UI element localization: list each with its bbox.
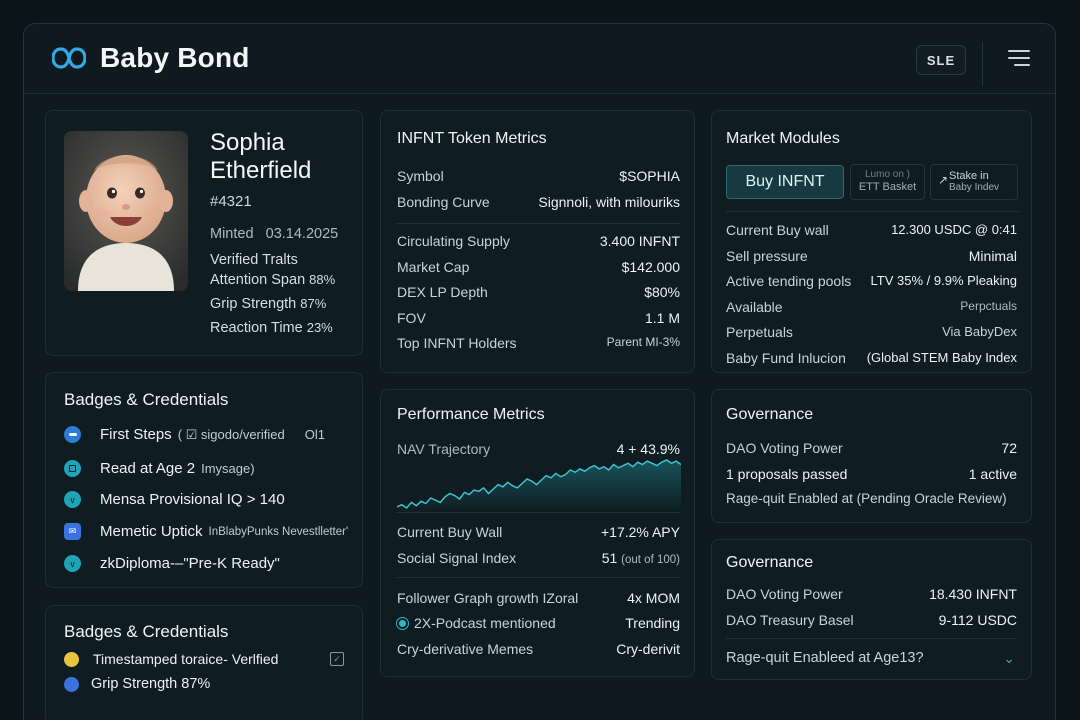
infinity-logo-icon: [52, 47, 86, 69]
badges-title: Badges & Credentials: [64, 390, 229, 409]
badge-read-age[interactable]: Read at Age 2 Imysage): [64, 460, 255, 477]
perf-social-signal: Social Signal Index 51 (out of 100): [397, 550, 680, 566]
market-title: Market Modules: [726, 130, 840, 147]
profile-name: Sophia Etherfield: [210, 129, 360, 185]
minted-label: Minted: [210, 226, 254, 242]
verified-traits-label: Verified Tralts: [210, 252, 298, 268]
badges2-title: Badges & Credentials: [64, 622, 229, 641]
hand-icon: [64, 676, 79, 692]
minted-date: 03.14.2025: [265, 226, 339, 242]
stake-baby-index-button[interactable]: ↗ Stake in Baby Indev: [930, 164, 1018, 200]
market-available: Available Perpctuals: [726, 299, 1017, 315]
market-sell-pressure: Sell pressure Minimal: [726, 248, 1017, 264]
badge-zkdiploma[interactable]: v zkDiploma-–"Pre-K Ready": [64, 555, 280, 572]
badges-card: Badges & Credentials First Steps ( ☑ sig…: [45, 372, 363, 588]
metric-bonding-curve: Bonding Curve Signnoli, with milouriks: [397, 194, 680, 210]
trait-reaction: Reaction Time 23%: [210, 320, 333, 336]
gov2-voting-power: DAO Voting Power 18.430 INFNT: [726, 586, 1017, 602]
etf-basket-button[interactable]: Lumo on ) ETT Basket: [850, 164, 925, 200]
menu-icon[interactable]: [1007, 48, 1031, 70]
badge-grip-strength[interactable]: Grip Strength 87%: [64, 676, 210, 692]
buy-infnt-button[interactable]: Buy INFNT: [726, 165, 844, 199]
minted-line: Minted 03.14.2025: [210, 226, 338, 242]
token-metrics-title: INFNT Token Metrics: [397, 130, 547, 147]
token-id: #4321: [210, 193, 252, 210]
badge-first-steps[interactable]: First Steps ( ☑ sigodo/verified Ol1: [64, 426, 325, 443]
header-divider: [982, 42, 983, 86]
divider: [726, 211, 1019, 212]
badge-memetic[interactable]: ✉ Memetic Uptick InBlabyPunks Nevestllet…: [64, 523, 348, 540]
nav-area: [397, 460, 681, 512]
diploma-icon: v: [64, 555, 81, 572]
governance-card: Governance DAO Voting Power 72 1 proposa…: [711, 389, 1032, 523]
divider: [397, 577, 680, 578]
trait-attention: Attention Span 88%: [210, 272, 336, 288]
book-icon: [64, 460, 81, 477]
baby-photo: [64, 131, 188, 291]
divider: [397, 223, 680, 224]
trait-grip: Grip Strength 87%: [210, 296, 327, 312]
governance2-title: Governance: [726, 554, 814, 571]
market-lending-pools: Active tending pools LTV 35% / 9.9% Plea…: [726, 273, 1017, 289]
verified-checkbox[interactable]: ✓: [330, 652, 344, 666]
performance-card: Performance Metrics NAV Trajectory 4 + 4…: [380, 389, 695, 677]
app-header: Baby Bond SLE: [24, 24, 1055, 94]
market-perpetuals: Perpetuals Via BabyDex: [726, 324, 1017, 340]
divider: [726, 638, 1017, 639]
market-modules-card: Market Modules Buy INFNT Lumo on ) ETT B…: [711, 110, 1032, 373]
mail-icon: ✉: [64, 523, 81, 540]
metric-circulating: Circulating Supply 3.400 INFNT: [397, 233, 680, 249]
gov-proposals: 1 proposals passed 1 active: [726, 466, 1017, 482]
market-buy-wall: Current Buy wall 12.300 USDC @ 0:41: [726, 222, 1017, 238]
bell-icon: [64, 651, 79, 667]
governance-card-2: Governance DAO Voting Power 18.430 INFNT…: [711, 539, 1032, 680]
gov-voting-power: DAO Voting Power 72: [726, 440, 1017, 456]
performance-title: Performance Metrics: [397, 406, 545, 423]
token-metrics-card: INFNT Token Metrics Symbol $SOPHIA Bondi…: [380, 110, 695, 373]
arrow-up-right-icon: ↗: [938, 173, 949, 187]
perf-cry-memes: Cry-derivative Memes Cry-derivit: [397, 641, 680, 657]
live-dot-icon: [397, 618, 408, 629]
metric-dex-lp: DEX LP Depth $80%: [397, 284, 680, 300]
profile-first-name: Sophia: [210, 129, 285, 156]
metric-symbol: Symbol $SOPHIA: [397, 168, 680, 184]
gov2-treasury: DAO Treasury Basel 9-112 USDC: [726, 612, 1017, 628]
badge-mensa[interactable]: v Mensa Provisional IQ > 140: [64, 491, 285, 508]
metric-fov: FOV 1.1 M: [397, 310, 680, 326]
sle-button[interactable]: SLE: [916, 45, 966, 75]
divider: [397, 512, 680, 513]
gov2-ragequit-dropdown[interactable]: Rage-quit Enableed at Age13?: [726, 650, 924, 666]
perf-buy-wall: Current Buy Wall +17.2% APY: [397, 524, 680, 540]
metric-market-cap: Market Cap $142.000: [397, 259, 680, 275]
perf-podcast: 2X-Podcast mentioned Trending: [397, 615, 680, 631]
gov-ragequit: Rage-quit Enabled at (Pending Oracle Rev…: [726, 491, 1007, 506]
app-title: Baby Bond: [100, 42, 250, 73]
perf-follower-graph: Follower Graph growth IZoral 4x MOM: [397, 590, 680, 606]
market-baby-fund: Baby Fund Inlucion (Global STEM Baby Ind…: [726, 350, 1017, 366]
badges-card-2: Badges & Credentials Timestamped toraice…: [45, 605, 363, 720]
nav-line: [397, 459, 681, 509]
governance-title: Governance: [726, 406, 814, 423]
profile-last-name: Etherfield: [210, 157, 312, 184]
chevron-down-icon[interactable]: ⌄: [1003, 650, 1015, 666]
profile-card: Sophia Etherfield #4321 Minted 03.14.202…: [45, 110, 363, 356]
brain-icon: v: [64, 491, 81, 508]
nav-trajectory-chart: [397, 459, 681, 512]
nav-trajectory-row: NAV Trajectory 4 + 43.9%: [397, 441, 680, 457]
metric-top-holders: Top INFNT Holders Parent MI-3%: [397, 335, 680, 351]
footsteps-icon: [64, 426, 81, 443]
badge-timestamped[interactable]: Timestamped toraice- Verlfied: [64, 651, 278, 667]
